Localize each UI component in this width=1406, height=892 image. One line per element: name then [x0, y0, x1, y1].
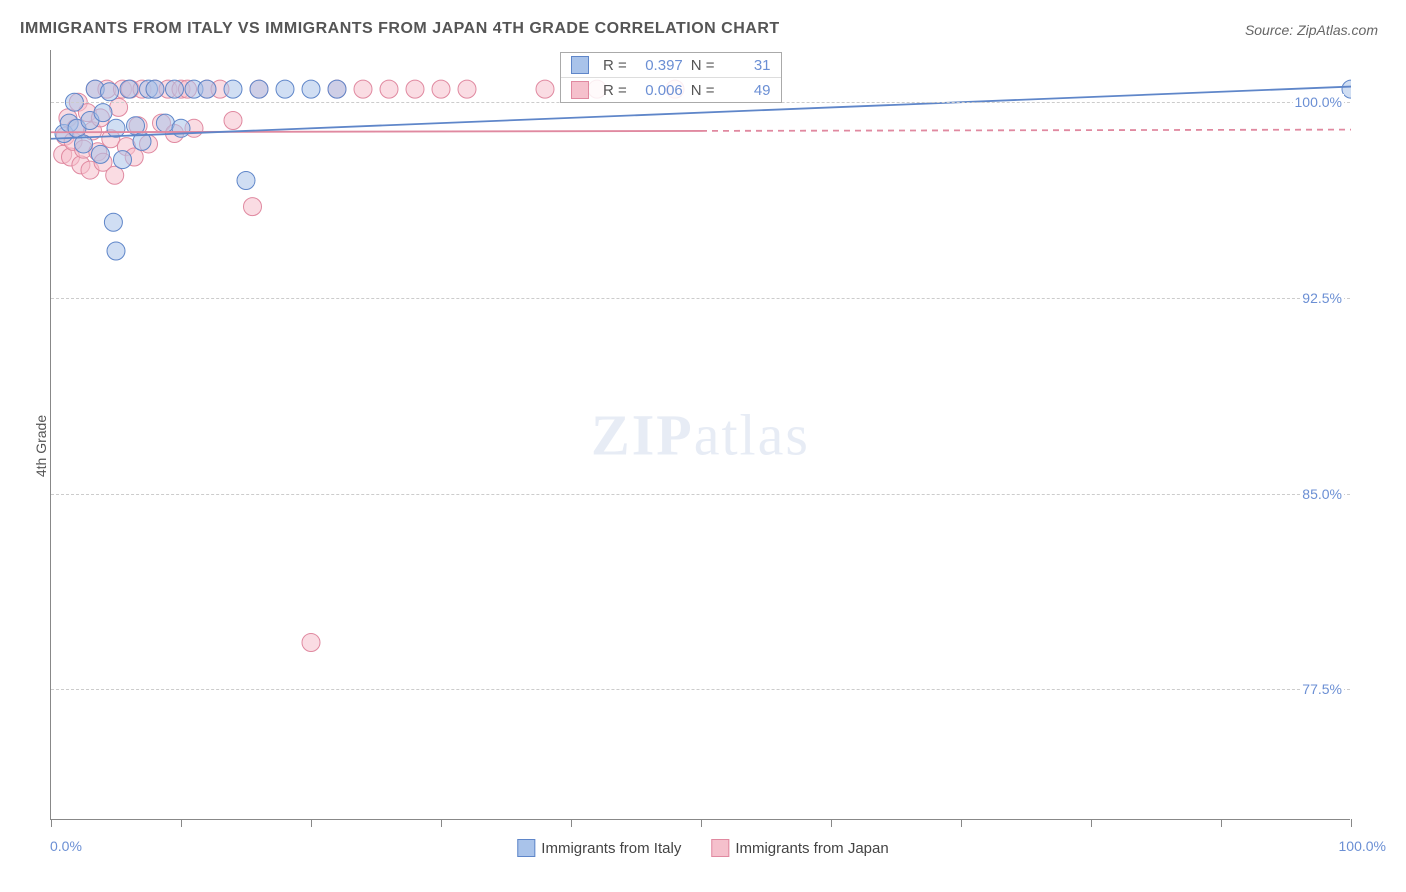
chart-svg — [51, 50, 1351, 820]
swatch-japan-stats — [571, 81, 589, 99]
legend-label-italy: Immigrants from Italy — [541, 840, 681, 857]
y-tick-label: 100.0% — [1293, 94, 1344, 110]
source-label: Source: ZipAtlas.com — [1245, 22, 1378, 38]
chart-title: IMMIGRANTS FROM ITALY VS IMMIGRANTS FROM… — [20, 20, 780, 38]
stats-row-japan: R = 0.006 N = 49 — [561, 78, 781, 102]
y-tick-label: 85.0% — [1300, 486, 1344, 502]
stat-n-italy: 31 — [723, 57, 771, 74]
legend-label-japan: Immigrants from Japan — [735, 840, 888, 857]
y-axis-label: 4th Grade — [33, 415, 49, 477]
stat-r-label-2: R = — [603, 82, 627, 99]
footer-legend: Immigrants from Italy Immigrants from Ja… — [517, 839, 888, 857]
stat-r-label: R = — [603, 57, 627, 74]
y-tick-label: 77.5% — [1300, 681, 1344, 697]
x-axis-end-label: 100.0% — [1339, 838, 1386, 854]
stat-r-italy: 0.397 — [635, 57, 683, 74]
legend-item-japan: Immigrants from Japan — [711, 839, 888, 857]
y-tick-label: 92.5% — [1300, 290, 1344, 306]
swatch-italy-stats — [571, 56, 589, 74]
stat-n-label-2: N = — [691, 82, 715, 99]
stat-n-label: N = — [691, 57, 715, 74]
stat-n-japan: 49 — [723, 82, 771, 99]
swatch-japan — [711, 839, 729, 857]
legend-item-italy: Immigrants from Italy — [517, 839, 681, 857]
x-axis-start-label: 0.0% — [50, 838, 82, 854]
stat-r-japan: 0.006 — [635, 82, 683, 99]
plot-area: ZIPatlas 77.5%85.0%92.5%100.0% — [50, 50, 1350, 820]
stats-box: R = 0.397 N = 31 R = 0.006 N = 49 — [560, 52, 782, 103]
swatch-italy — [517, 839, 535, 857]
stats-row-italy: R = 0.397 N = 31 — [561, 53, 781, 78]
